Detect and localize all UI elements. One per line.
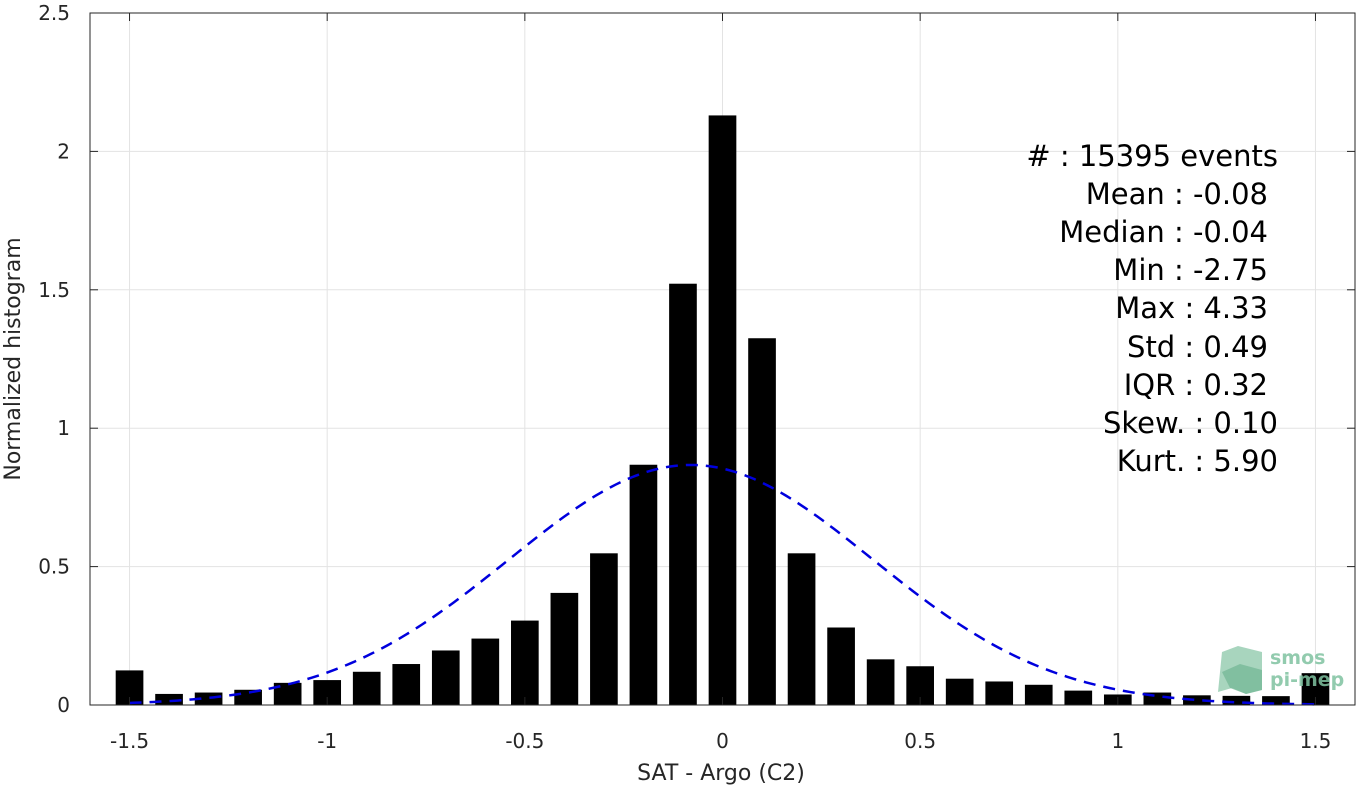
y-tick-label: 0.5	[38, 555, 70, 579]
stat-iqr: IQR : 0.32	[1124, 368, 1268, 402]
histogram-bar	[945, 678, 974, 705]
histogram-bar	[708, 115, 737, 706]
logo-text-smos: smos	[1270, 647, 1325, 669]
smos-pimep-logo: smos pi-mep	[1218, 646, 1344, 694]
logo-text-pimep: pi-mep	[1270, 669, 1344, 691]
histogram-bar	[669, 283, 697, 705]
histogram-bar	[155, 693, 183, 705]
stat-skew: Skew. : 0.10	[1103, 406, 1278, 440]
histogram-bar	[234, 689, 262, 705]
stat-events: # : 15395 events	[1026, 139, 1278, 173]
y-tick-label: 2	[57, 139, 70, 163]
statistics-annotation: # : 15395 events Mean : -0.08 Median : -…	[1026, 139, 1278, 478]
logo-wave-icon-shade	[1222, 664, 1262, 694]
stat-max: Max : 4.33	[1115, 291, 1268, 325]
y-axis-label: Normalized histogram	[1, 237, 26, 480]
stat-std: Std : 0.49	[1127, 330, 1268, 364]
x-tick-label: -1.5	[110, 729, 149, 753]
histogram-bar	[629, 464, 658, 705]
histogram-bar	[985, 681, 1014, 705]
stat-mean: Mean : -0.08	[1086, 177, 1268, 211]
histogram-bar	[431, 650, 460, 705]
stat-median: Median : -0.04	[1059, 215, 1268, 249]
x-axis-label: SAT - Argo (C2)	[637, 761, 805, 786]
x-tick-label: 1	[1111, 729, 1124, 753]
histogram-bar	[1262, 696, 1290, 705]
histogram-bar	[352, 671, 381, 705]
x-tick-label: 0.5	[904, 729, 936, 753]
histogram-bars	[115, 115, 1330, 706]
x-tick-label: -0.5	[505, 729, 544, 753]
histogram-bar	[550, 592, 579, 705]
histogram-bar	[1064, 690, 1093, 705]
histogram-bar	[1183, 695, 1211, 705]
y-tick-label: 1	[57, 416, 70, 440]
x-tick-label: 1.5	[1300, 729, 1332, 753]
histogram-bar	[787, 553, 816, 705]
histogram-bar	[590, 553, 618, 705]
stat-min: Min : -2.75	[1113, 253, 1268, 287]
histogram-bar	[866, 659, 895, 705]
histogram-bar	[748, 338, 776, 705]
y-tick-label: 2.5	[38, 1, 70, 25]
histogram-bar	[471, 638, 500, 705]
histogram-bar	[1024, 684, 1053, 705]
stat-kurt: Kurt. : 5.90	[1117, 444, 1278, 478]
histogram-bar	[827, 627, 855, 705]
y-tick-labels: 0 0.5 1 1.5 2 2.5	[38, 1, 70, 717]
x-tick-label: -1	[317, 729, 337, 753]
histogram-bar	[1222, 695, 1251, 705]
histogram-bar	[392, 664, 421, 705]
histogram-bar	[194, 692, 223, 705]
histogram-bar	[511, 620, 539, 705]
y-tick-label: 0	[57, 693, 70, 717]
x-tick-label: 0	[716, 729, 729, 753]
histogram-bar	[273, 682, 302, 705]
y-tick-label: 1.5	[38, 278, 70, 302]
axes-frame	[89, 12, 1356, 706]
x-tick-labels: -1.5 -1 -0.5 0 0.5 1 1.5	[110, 729, 1331, 753]
normal-fit-curve	[129, 463, 1316, 706]
